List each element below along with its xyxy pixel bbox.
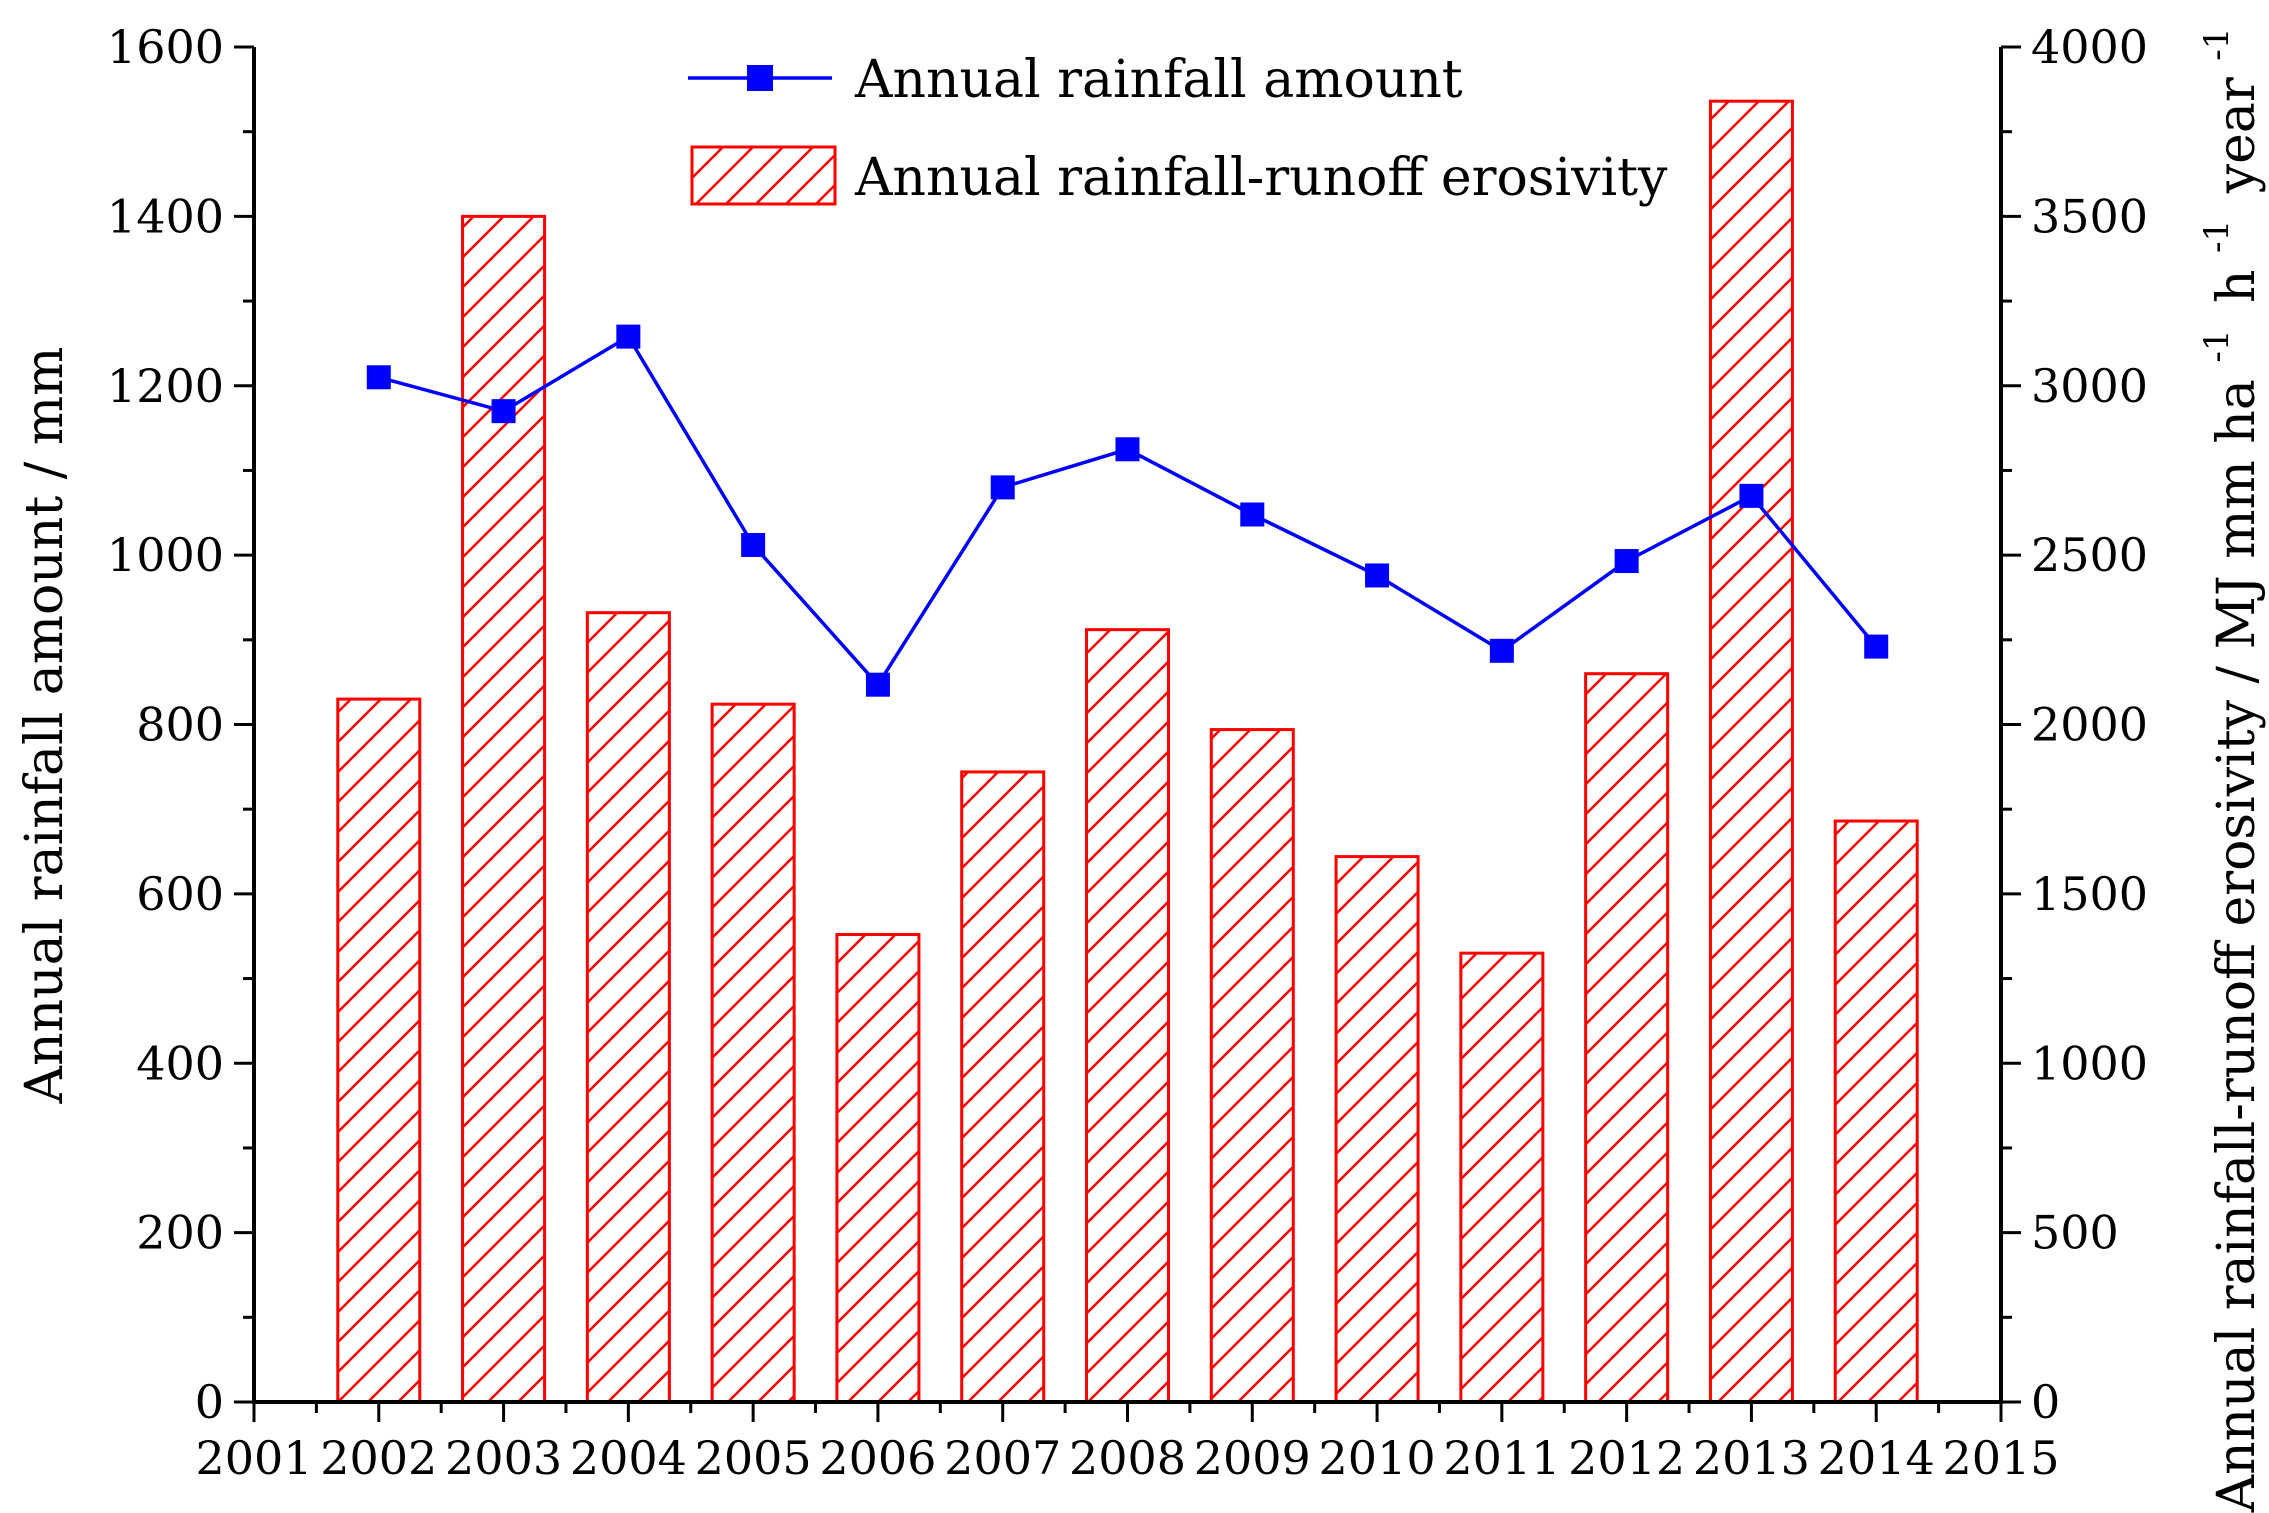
- right-tick-label: 1500: [2031, 867, 2148, 921]
- erosivity-bar-2008: [1085, 628, 1170, 1404]
- rainfall-point-2009: [1240, 502, 1265, 527]
- x-tick-label: 2002: [320, 1431, 437, 1485]
- rainfall-point-2010: [1365, 563, 1390, 588]
- right-axis-title-main: Annual rainfall-runoff erosivity / MJ mm…: [2207, 379, 2267, 1513]
- x-tick-label: 2005: [695, 1431, 812, 1485]
- erosivity-bar-2006: [835, 933, 921, 1404]
- legend-label-rainfall: Annual rainfall amount: [854, 50, 1463, 110]
- erosivity-bar-2005: [710, 702, 796, 1404]
- x-tick-label: 2013: [1693, 1431, 1810, 1485]
- rainfall-line-series: [366, 324, 1889, 697]
- erosivity-bar-2002: [336, 697, 422, 1404]
- rainfall-point-2007: [990, 475, 1015, 500]
- erosivity-bar-2007: [960, 770, 1046, 1404]
- x-tick-label: 2001: [195, 1431, 312, 1485]
- right-tick-label: 0: [2031, 1375, 2060, 1429]
- x-tick-label: 2007: [944, 1431, 1061, 1485]
- x-tick-label: 2014: [1818, 1431, 1935, 1485]
- rainfall-point-2005: [741, 532, 766, 557]
- right-tick-label: 500: [2031, 1206, 2119, 1260]
- right-tick-label: 2000: [2031, 698, 2148, 752]
- left-tick-label: 1600: [107, 20, 224, 74]
- legend-bar-swatch: [690, 145, 837, 206]
- erosivity-bar-2004: [585, 611, 671, 1404]
- rainfall-point-2011: [1489, 638, 1514, 663]
- left-tick-label: 1200: [107, 359, 224, 413]
- left-axis-title: Annual rainfall amount / mm: [15, 347, 75, 1105]
- left-tick-label: 600: [136, 867, 224, 921]
- x-tick-label: 2010: [1319, 1431, 1436, 1485]
- right-tick-label: 1000: [2031, 1036, 2148, 1090]
- left-tick-label: 1400: [107, 189, 224, 243]
- rainfall-point-2006: [865, 672, 890, 697]
- rainfall-point-2012: [1614, 549, 1639, 574]
- erosivity-bars: [336, 99, 1919, 1404]
- x-tick-label: 2006: [819, 1431, 936, 1485]
- x-tick-label: 2009: [1194, 1431, 1311, 1485]
- right-axis-title: Annual rainfall-runoff erosivity / MJ mm…: [2181, 28, 2267, 1513]
- rainfall-point-2002: [366, 365, 391, 390]
- erosivity-bar-2011: [1459, 951, 1545, 1404]
- rainfall-point-2013: [1739, 483, 1764, 508]
- right-tick-label: 3000: [2031, 359, 2148, 413]
- right-tick-label: 3500: [2031, 189, 2148, 243]
- erosivity-bar-2013: [1708, 99, 1794, 1404]
- legend-line-marker: [747, 65, 773, 91]
- legend: Annual rainfall amount Annual rainfall-r…: [688, 50, 1668, 208]
- right-axis-title-year: year: [2207, 77, 2267, 194]
- right-tick-label: 2500: [2031, 528, 2148, 582]
- right-tick-label: 4000: [2031, 20, 2148, 74]
- right-axis-ticks: 0 500 1000 1500 2000 2500 3000 3500 4000: [2001, 20, 2148, 1429]
- x-tick-label: 2015: [1942, 1431, 2059, 1485]
- right-axis-title-sup-2: -1: [2197, 220, 2237, 253]
- x-tick-label: 2011: [1443, 1431, 1560, 1485]
- left-tick-label: 1000: [107, 528, 224, 582]
- erosivity-bar-2012: [1584, 672, 1670, 1404]
- right-axis-title-sup-1: -1: [2197, 330, 2237, 363]
- left-tick-label: 800: [136, 698, 224, 752]
- x-tick-label: 2003: [445, 1431, 562, 1485]
- right-axis-title-sup-3: -1: [2197, 28, 2237, 61]
- rainfall-point-2008: [1115, 437, 1140, 462]
- x-tick-label: 2012: [1568, 1431, 1685, 1485]
- left-tick-label: 400: [136, 1036, 224, 1090]
- x-tick-label: 2004: [570, 1431, 687, 1485]
- left-axis-ticks: 0 200 400 600 800 1000 1200 1400 1600: [107, 20, 254, 1429]
- x-axis-ticks: 2001 2002 2003 2004 2005 2006 2007 2008 2009 2010…: [195, 1402, 2060, 1485]
- left-tick-label: 0: [195, 1375, 224, 1429]
- legend-label-erosivity: Annual rainfall-runoff erosivity: [854, 148, 1668, 208]
- erosivity-bar-2009: [1209, 728, 1295, 1404]
- left-tick-label: 200: [136, 1206, 224, 1260]
- right-axis-title-h: h: [2207, 269, 2267, 303]
- erosivity-bar-2010: [1334, 855, 1420, 1404]
- rainfall-point-2014: [1864, 634, 1889, 659]
- erosivity-bar-2014: [1833, 819, 1919, 1404]
- rainfall-point-2004: [616, 324, 641, 349]
- rainfall-point-2003: [491, 399, 516, 424]
- x-tick-label: 2008: [1069, 1431, 1186, 1485]
